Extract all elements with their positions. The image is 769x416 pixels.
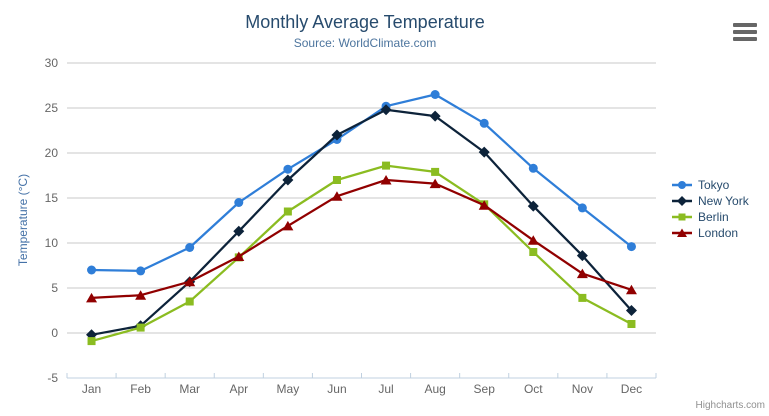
x-axis-tick-label: Jan [82,382,101,396]
marker-tokyo-apr[interactable] [234,198,244,207]
hamburger-menu-icon [733,23,757,41]
series-line-new-york [90,108,633,336]
legend-item-berlin[interactable]: Berlin [672,209,749,225]
marker-berlin-jun[interactable] [332,176,341,184]
marker-new-york-nov[interactable] [576,250,588,262]
marker-london-sep[interactable] [478,200,490,210]
x-axis-tick-label: Dec [621,382,642,396]
legend-item-london[interactable]: London [672,225,749,241]
chart-subtitle: Source: WorldClimate.com [293,36,437,50]
marker-new-york-jun[interactable] [331,129,343,141]
marker-london-jul[interactable] [380,175,392,185]
y-axis-tick-label: -5 [47,371,58,385]
chart-title: Monthly Average Temperature [245,12,485,32]
marker-tokyo-jan[interactable] [87,265,97,275]
legend-marker-square-icon [672,213,692,221]
y-axis-tick-label: 25 [45,101,59,115]
x-axis-tick-label: Mar [179,382,200,396]
marker-berlin-may[interactable] [283,207,292,216]
marker-berlin-jul[interactable] [382,161,391,170]
marker-new-york-may[interactable] [282,174,294,186]
x-axis-tick-label: May [277,382,300,396]
y-axis-tick-label: 30 [45,56,59,70]
marker-new-york-dec[interactable] [625,305,637,316]
marker-tokyo-dec[interactable] [626,242,636,252]
marker-berlin-mar[interactable] [185,297,194,306]
legend-marker-diamond-icon [672,196,692,206]
credits-link[interactable]: Highcharts.com [695,400,765,411]
marker-tokyo-oct[interactable] [528,163,538,173]
legend-item-tokyo[interactable]: Tokyo [672,177,749,193]
legend-marker-circle-icon [672,181,692,189]
marker-london-oct[interactable] [527,235,539,245]
legend-marker-symbol [677,196,687,206]
x-axis-tick-label: Aug [424,382,445,396]
marker-london-jun[interactable] [331,191,343,201]
marker-berlin-oct[interactable] [529,248,538,256]
y-axis-tick-label: 15 [45,191,59,205]
marker-new-york-jul[interactable] [380,104,392,116]
marker-london-nov[interactable] [576,268,588,279]
legend-label: London [698,226,739,240]
export-menu-button[interactable] [731,21,757,42]
marker-london-mar[interactable] [184,276,196,287]
marker-tokyo-sep[interactable] [479,118,489,128]
series-line-tokyo [90,93,633,273]
legend-label: Tokyo [698,178,730,192]
marker-london-feb[interactable] [135,290,147,300]
marker-new-york-sep[interactable] [478,146,490,158]
marker-new-york-aug[interactable] [429,110,441,122]
marker-london-dec[interactable] [625,284,637,295]
legend-label: Berlin [698,210,729,224]
series-line-berlin [90,164,633,343]
marker-tokyo-mar[interactable] [185,243,195,252]
x-axis-tick-label: Sep [474,382,496,396]
y-axis-tick-label: 10 [45,236,59,250]
marker-tokyo-aug[interactable] [430,90,440,99]
y-axis-tick-label: 5 [51,281,58,295]
x-axis-tick-label: Feb [130,382,151,396]
y-axis-tick-label: 0 [51,326,58,340]
x-axis-tick-label: Nov [572,382,593,396]
marker-london-apr[interactable] [233,251,245,262]
legend-marker-triangle-icon [672,228,692,237]
legend-marker-symbol [678,181,686,189]
marker-london-aug[interactable] [429,178,441,189]
marker-tokyo-feb[interactable] [136,266,146,276]
marker-new-york-apr[interactable] [233,225,245,237]
marker-london-jan[interactable] [86,292,98,303]
legend-marker-symbol [678,213,686,221]
marker-berlin-dec[interactable] [627,320,636,328]
series-line-london [90,178,633,300]
marker-tokyo-may[interactable] [283,164,293,174]
x-axis-tick-label: Oct [524,382,543,396]
y-axis-tick-label: 20 [45,146,59,160]
legend: Tokyo New York Berlin London [672,177,749,241]
x-axis-tick-label: Jun [327,382,346,396]
legend-marker-symbol [677,228,687,237]
marker-berlin-feb[interactable] [136,323,145,332]
x-axis-tick-label: Jul [378,382,393,396]
marker-berlin-nov[interactable] [578,293,587,302]
marker-berlin-jan[interactable] [87,337,96,346]
marker-new-york-oct[interactable] [527,200,539,212]
x-axis-tick-label: Apr [229,382,248,396]
legend-item-new-york[interactable]: New York [672,193,749,209]
marker-london-may[interactable] [282,220,294,231]
marker-tokyo-nov[interactable] [577,203,587,213]
legend-label: New York [698,194,749,208]
marker-berlin-aug[interactable] [431,167,440,176]
